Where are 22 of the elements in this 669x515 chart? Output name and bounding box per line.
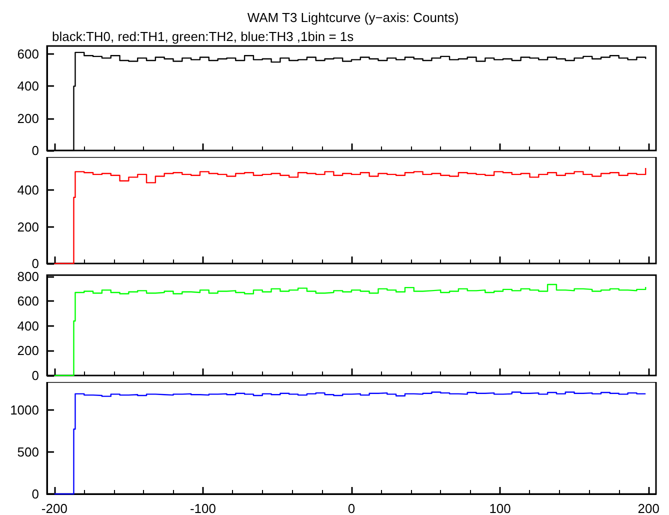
y-tick-label: 0 xyxy=(32,143,39,158)
y-tick-label: 0 xyxy=(32,486,39,502)
y-tick-label: 600 xyxy=(17,46,39,62)
x-tick-label: -100 xyxy=(190,501,216,515)
y-tick-label: 1000 xyxy=(10,402,39,418)
chart-subtitle: black:TH0, red:TH1, green:TH2, blue:TH3 ,1bin = 1s xyxy=(52,29,354,44)
x-tick-label: 0 xyxy=(348,501,356,515)
y-tick-label: 0 xyxy=(32,256,39,271)
x-tick-label: 200 xyxy=(638,501,660,515)
y-tick-label: 0 xyxy=(32,368,39,383)
y-tick-label: 400 xyxy=(17,182,39,198)
y-tick-label: 200 xyxy=(17,110,39,126)
y-tick-label: 600 xyxy=(17,294,39,309)
y-tick-label: 500 xyxy=(17,444,39,460)
x-tick-label: -200 xyxy=(41,501,68,515)
y-tick-label: 800 xyxy=(17,268,39,284)
chart-title: WAM T3 Lightcurve (y−axis: Counts) xyxy=(247,10,459,25)
y-tick-label: 400 xyxy=(17,318,39,334)
y-tick-label: 400 xyxy=(17,78,39,94)
y-tick-label: 200 xyxy=(17,219,39,234)
y-tick-label: 200 xyxy=(17,343,39,358)
x-tick-label: 100 xyxy=(489,501,511,515)
